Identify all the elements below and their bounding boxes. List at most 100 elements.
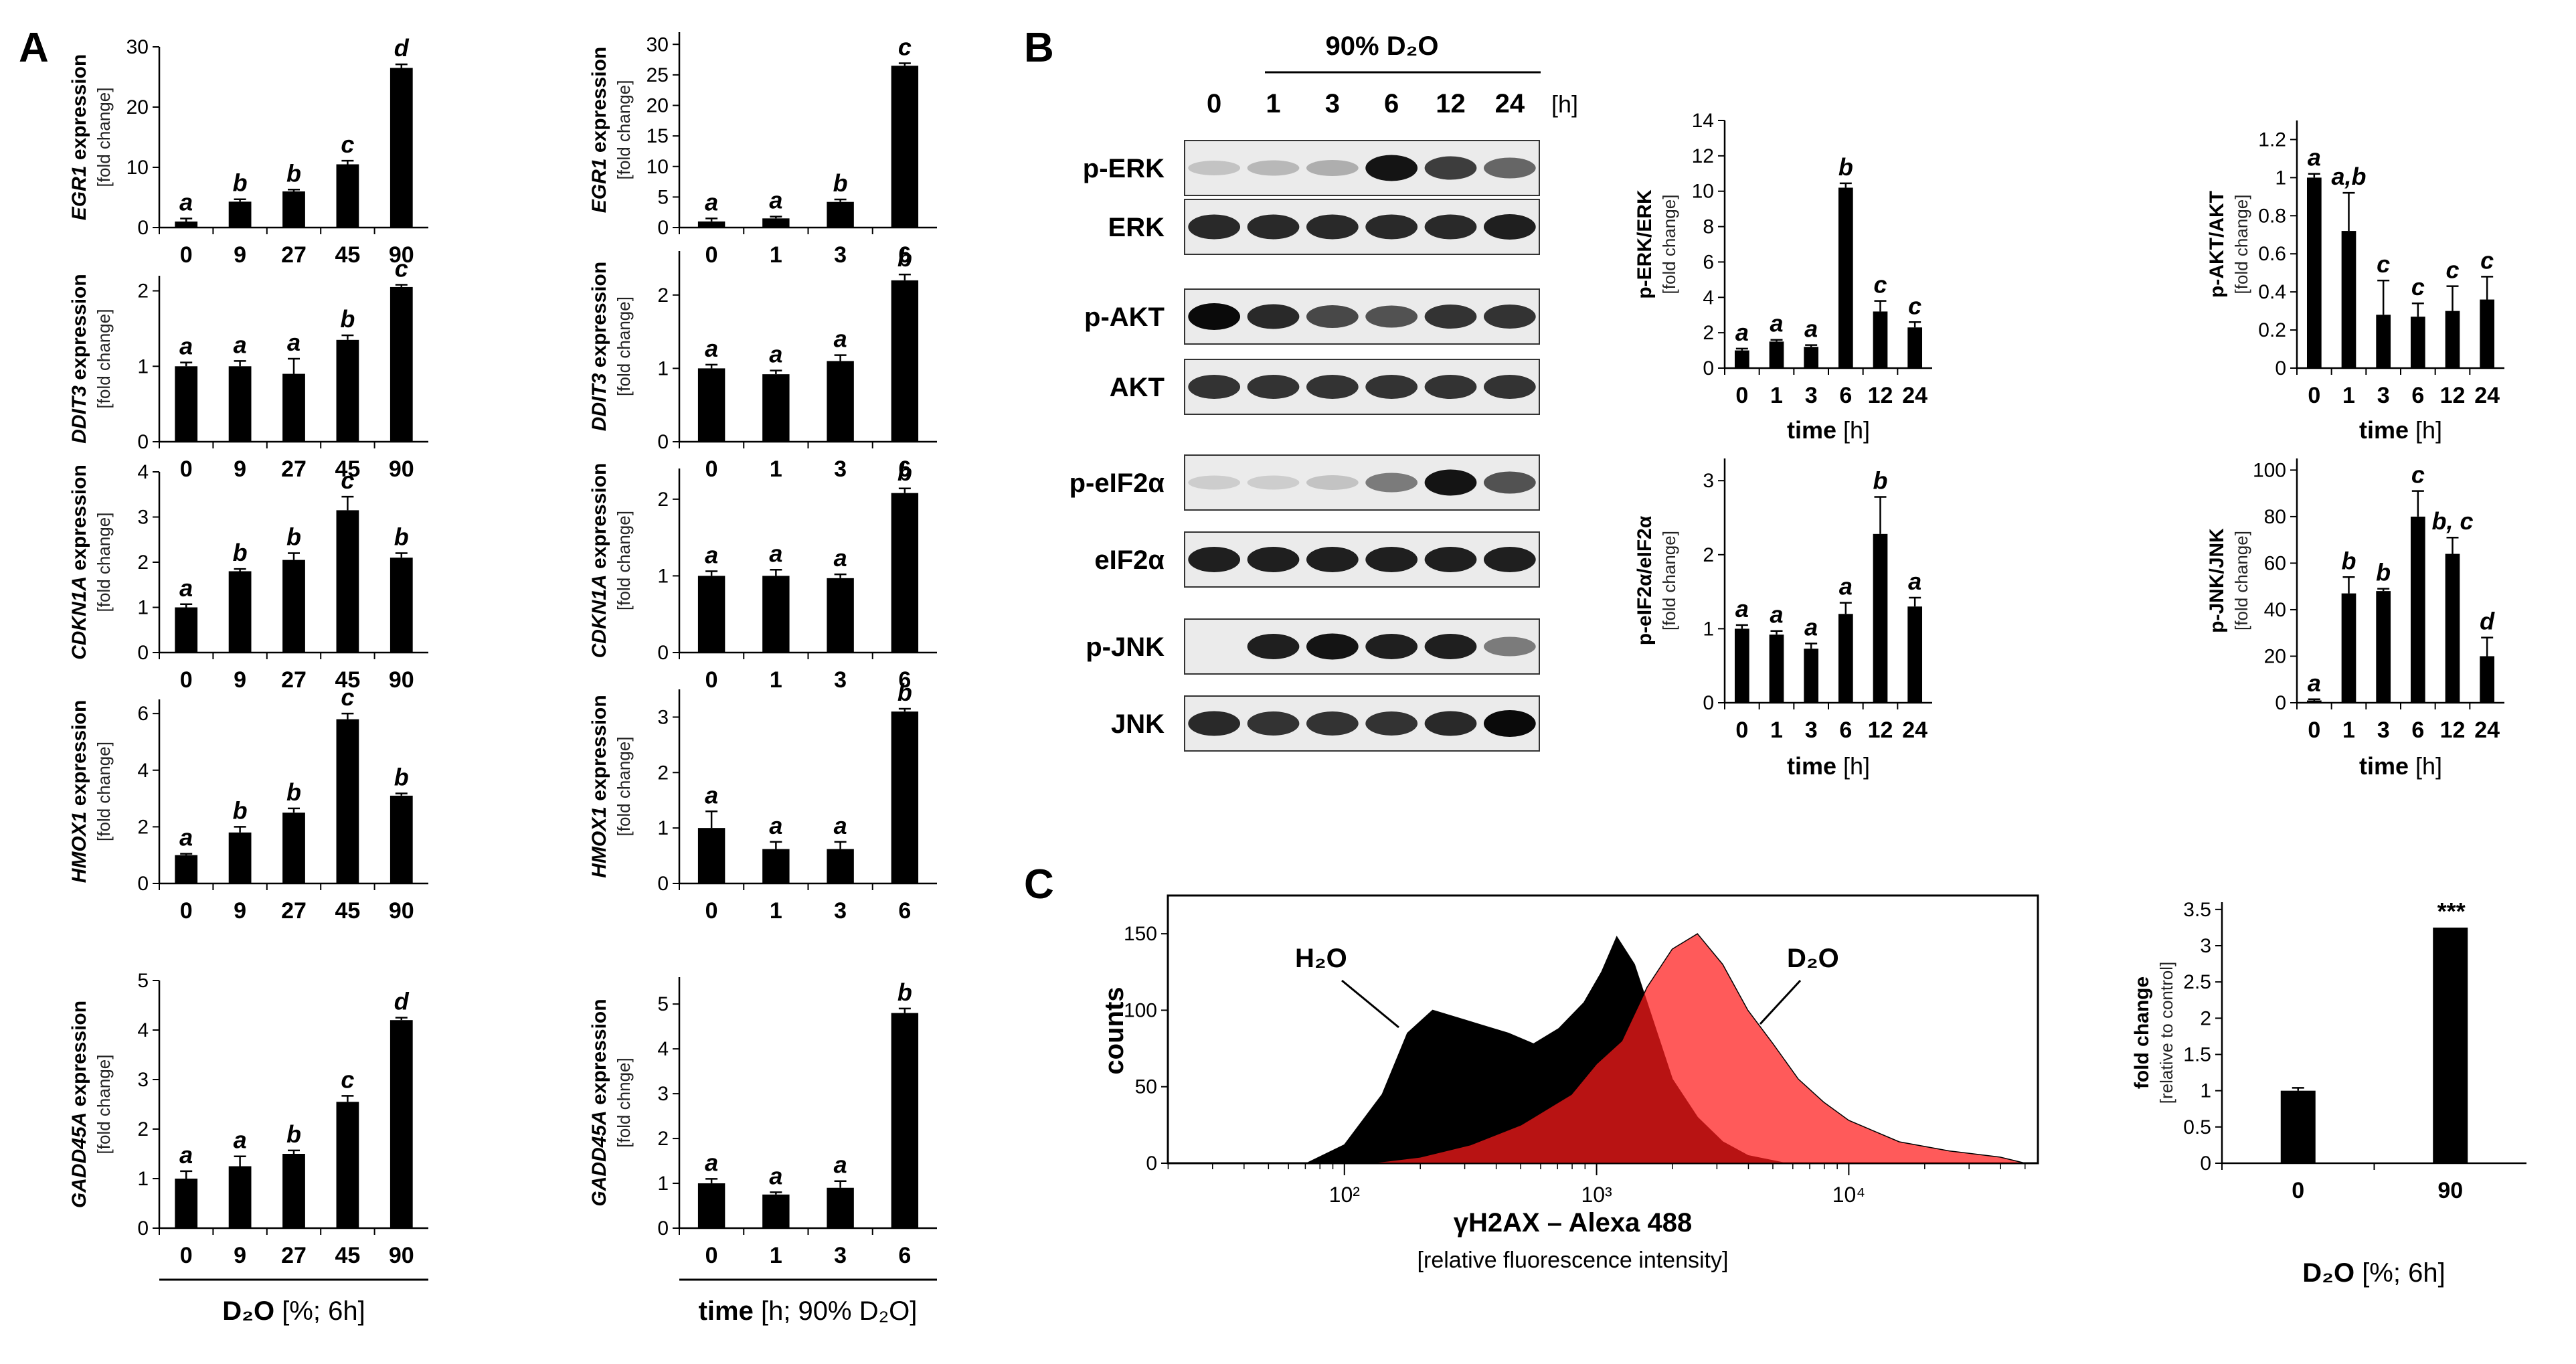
significance-letter: c xyxy=(1873,271,1887,299)
bar xyxy=(2433,927,2468,1163)
y-tick-label: 1 xyxy=(137,597,149,619)
significance-letter: a xyxy=(705,781,718,808)
bar xyxy=(228,366,252,442)
y-tick-label: 0 xyxy=(2275,692,2286,714)
bar xyxy=(2306,700,2322,703)
x-tick-label: 3 xyxy=(834,242,847,268)
y-tick-label: 0.6 xyxy=(2258,243,2286,265)
bar xyxy=(1907,327,1923,368)
blot-row-label: ERK xyxy=(1108,213,1165,242)
y-axis-label: DDIT3 expression xyxy=(68,274,90,443)
blot-band xyxy=(1247,375,1300,399)
y-axis-label: fold change xyxy=(2131,976,2153,1089)
significance-letter: b xyxy=(897,458,912,486)
significance-letter: a xyxy=(705,541,718,569)
bar xyxy=(390,1020,413,1228)
blot-band xyxy=(1483,471,1536,494)
y-axis-sublabel: [relative to control] xyxy=(2156,962,2176,1104)
blot-band xyxy=(1483,547,1536,572)
bar xyxy=(697,576,725,653)
bar xyxy=(891,66,919,228)
bar xyxy=(282,373,305,442)
x-tick-label: 6 xyxy=(898,667,911,693)
bar xyxy=(891,711,919,883)
blot-lane-label: 1 xyxy=(1266,89,1280,118)
bar xyxy=(228,571,252,653)
y-tick-label: 12 xyxy=(1692,145,1714,167)
significance-letter: a xyxy=(769,341,782,368)
x-tick-label: 1 xyxy=(770,456,782,482)
y-tick-label: 1 xyxy=(2275,167,2286,189)
legend-arrow-d2o xyxy=(1759,979,1802,1025)
x-tick-label: 3 xyxy=(1805,717,1818,743)
y-axis-sublabel: [fold change] xyxy=(2231,195,2251,294)
x-tick-label: 6 xyxy=(2411,717,2424,743)
blot-band xyxy=(1424,711,1477,736)
x-tick-label: 6 xyxy=(1839,383,1852,408)
x-tick-label: 0 xyxy=(2292,1178,2304,1203)
significance-letter: b xyxy=(1873,467,1888,495)
significance-letter: c xyxy=(2445,256,2459,284)
blot-band xyxy=(1188,161,1241,175)
x-tick-label: 0 xyxy=(180,456,193,482)
y-tick-label: 0.2 xyxy=(2258,319,2286,341)
significance-letter: b xyxy=(833,169,848,197)
y-axis-sublabel: [fold change] xyxy=(94,513,114,612)
x-tick-label: 90 xyxy=(389,1243,414,1268)
x-tick-label: 45 xyxy=(335,242,360,268)
y-tick-label: 0 xyxy=(2200,1153,2211,1175)
blot-band xyxy=(1424,156,1477,180)
bar xyxy=(827,578,854,653)
y-axis-label: EGR1 expression xyxy=(68,54,90,220)
significance-letter: b xyxy=(897,244,912,272)
significance-letter: a xyxy=(1770,310,1783,337)
y-tick-label: 100 xyxy=(2253,459,2286,481)
significance-letter: a xyxy=(234,1126,247,1154)
blot-treatment-label: 90% D₂O xyxy=(1326,31,1439,61)
x-tick-label: 24 xyxy=(2474,383,2500,408)
x-tick-label: 12 xyxy=(2440,383,2466,408)
x-tick-label: 3 xyxy=(834,898,847,924)
x-tick-label: 0 xyxy=(705,1243,718,1268)
x-tick-label: 9 xyxy=(234,898,246,924)
significance-letter: b xyxy=(233,539,248,566)
y-axis-label: p-ERK/ERK xyxy=(1634,189,1656,299)
blot-band xyxy=(1365,214,1418,240)
y-tick-label: 0 xyxy=(137,431,149,453)
blot-row-label: p-JNK xyxy=(1086,632,1165,662)
y-tick-label: 150 xyxy=(1124,923,1157,945)
y-tick-label: 2 xyxy=(1703,544,1714,566)
significance-letter: a xyxy=(1735,319,1749,346)
significance-letter: c xyxy=(2480,246,2494,274)
bar xyxy=(1734,628,1749,703)
x-tick-label: 9 xyxy=(234,456,246,482)
x-tick-label: 90 xyxy=(389,242,414,268)
significance-letter: a xyxy=(834,812,847,839)
bar xyxy=(827,1187,854,1228)
y-tick-label: 1 xyxy=(657,1173,669,1195)
blot-band xyxy=(1365,547,1418,572)
significance-letter: d xyxy=(2480,608,2495,635)
y-axis-sublabel: [fold change] xyxy=(1659,531,1679,630)
bar xyxy=(282,560,305,653)
y-tick-label: 3.5 xyxy=(2183,899,2211,921)
y-axis-sublabel: [fold change] xyxy=(1659,195,1679,294)
x-tick-label: 1 xyxy=(770,1243,782,1268)
x-tick-label: 3 xyxy=(834,667,847,693)
bar xyxy=(336,1102,359,1228)
bar xyxy=(336,719,359,883)
y-tick-label: 3 xyxy=(137,507,149,529)
blot-band xyxy=(1365,473,1418,493)
y-tick-label: 2 xyxy=(1703,322,1714,344)
histogram-series xyxy=(1369,933,2026,1164)
bar xyxy=(2376,591,2391,703)
legend-d2o: D₂O xyxy=(1787,944,1839,973)
blot-band xyxy=(1188,375,1241,399)
significance-letter: b xyxy=(286,159,301,187)
blot-band xyxy=(1306,633,1359,660)
y-tick-label: 0 xyxy=(657,1217,669,1240)
bar xyxy=(2445,311,2460,368)
